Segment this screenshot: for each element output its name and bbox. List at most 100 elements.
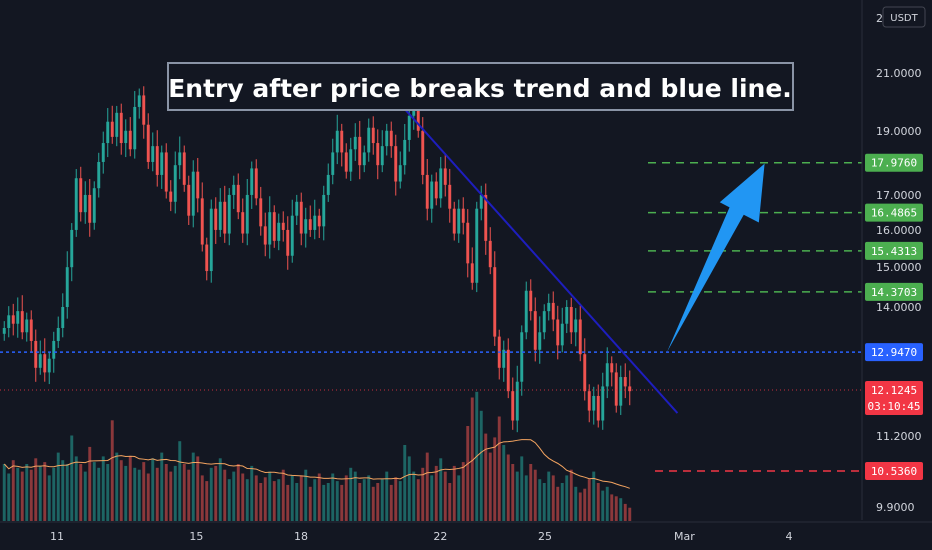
level-badge-3 (865, 282, 923, 301)
volume-bar (119, 460, 123, 521)
volume-bar (160, 452, 164, 521)
x-tick-0: 11 (50, 530, 64, 543)
volume-bar (511, 464, 515, 521)
volume-bar (115, 452, 119, 521)
volume-bar (398, 481, 402, 521)
candle-body (245, 194, 249, 234)
volume-bar (7, 473, 11, 521)
volume-bar (421, 467, 425, 521)
volume-bar (214, 465, 218, 521)
volume-bar (547, 471, 551, 521)
volume-bar (610, 494, 614, 521)
candle-body (47, 358, 51, 373)
volume-bar (461, 462, 465, 521)
last-price-label: 12.1245 (871, 384, 917, 397)
volume-bar (56, 452, 60, 521)
volume-bar (439, 458, 443, 521)
volume-bar (295, 483, 299, 521)
candle-body (286, 229, 290, 256)
candle-body (371, 127, 375, 144)
time-ticks: 11 15 18 22 25 Mar 4 (50, 530, 793, 543)
candle-body (398, 165, 402, 182)
volume-bar (52, 467, 56, 521)
up-arrow[interactable] (667, 163, 765, 352)
volume-bar (29, 469, 33, 521)
candle-body (218, 201, 222, 230)
volume-bar (254, 475, 258, 521)
candle-body (236, 184, 240, 213)
candle-body (254, 168, 258, 199)
candle-body (187, 184, 191, 216)
volume-bar (2, 464, 6, 521)
time-axis[interactable] (0, 521, 932, 550)
volume-bar (515, 471, 519, 521)
candle-body (124, 130, 128, 144)
candle-body (520, 332, 524, 382)
candle-body (164, 152, 168, 192)
level-badge-label-1: 16.4865 (871, 207, 917, 220)
trend-line[interactable] (394, 97, 679, 414)
candle-body (16, 311, 20, 324)
level-badge-label-2: 15.4313 (871, 245, 917, 258)
volume-bar (232, 471, 236, 521)
volume-bar (529, 464, 533, 521)
volume-bar (281, 469, 285, 521)
horizontal-levels (0, 161, 862, 472)
volume-bar (506, 454, 510, 521)
volume-bar (605, 486, 609, 521)
volume-bar (394, 477, 398, 521)
volume-bar (263, 477, 267, 521)
volume-bar (34, 458, 38, 521)
volume-bar (533, 469, 537, 521)
annotation-box[interactable]: Entry after price breaks trend and blue … (167, 62, 794, 111)
candle-body (20, 311, 24, 333)
volume-ma-line (3, 439, 630, 489)
candle-body (619, 377, 623, 406)
candle-body (290, 215, 294, 256)
candle-body (596, 395, 600, 421)
volume-bar (20, 471, 24, 521)
volume-bar (43, 462, 47, 521)
x-tick-4: 25 (538, 530, 552, 543)
candle-body (565, 307, 569, 324)
volume-bar (502, 445, 506, 521)
candle-body (11, 315, 15, 324)
candle-body (299, 201, 303, 234)
candle-body (232, 184, 236, 195)
candle-body (583, 354, 587, 392)
candle-body (587, 391, 591, 411)
x-tick-5: Mar (674, 530, 695, 543)
volume-bar (425, 452, 429, 521)
volume-bar (155, 467, 159, 521)
candle-body (227, 194, 231, 234)
candle-body (434, 181, 438, 199)
volume-bar (142, 462, 146, 521)
volume-bar (173, 465, 177, 521)
candle-body (547, 302, 551, 312)
volume-bar (61, 460, 65, 521)
candle-body (457, 208, 461, 234)
volume-bar (218, 458, 222, 521)
candle-body (574, 319, 578, 333)
volume-bar (524, 475, 528, 521)
candle-body (110, 121, 114, 137)
y-tick-2: 17.0000 (876, 189, 922, 202)
annotation-frame (167, 62, 794, 111)
volume-bar (182, 464, 186, 521)
currency-badge[interactable] (882, 6, 926, 28)
volume-bar (88, 446, 92, 521)
volume-bar (223, 469, 227, 521)
price-axis[interactable]: 2 USDT (861, 0, 926, 520)
candle-body (259, 198, 263, 227)
candle-body (2, 327, 6, 334)
candle-body (358, 136, 362, 166)
candle-body (605, 363, 609, 387)
candle-body (511, 391, 515, 421)
volume-bar (47, 475, 51, 521)
candle-body (101, 143, 105, 162)
countdown-label: 03:10:45 (868, 400, 921, 413)
candle-body (380, 146, 384, 166)
volume-bar (191, 452, 195, 521)
volume-bar (245, 479, 249, 521)
